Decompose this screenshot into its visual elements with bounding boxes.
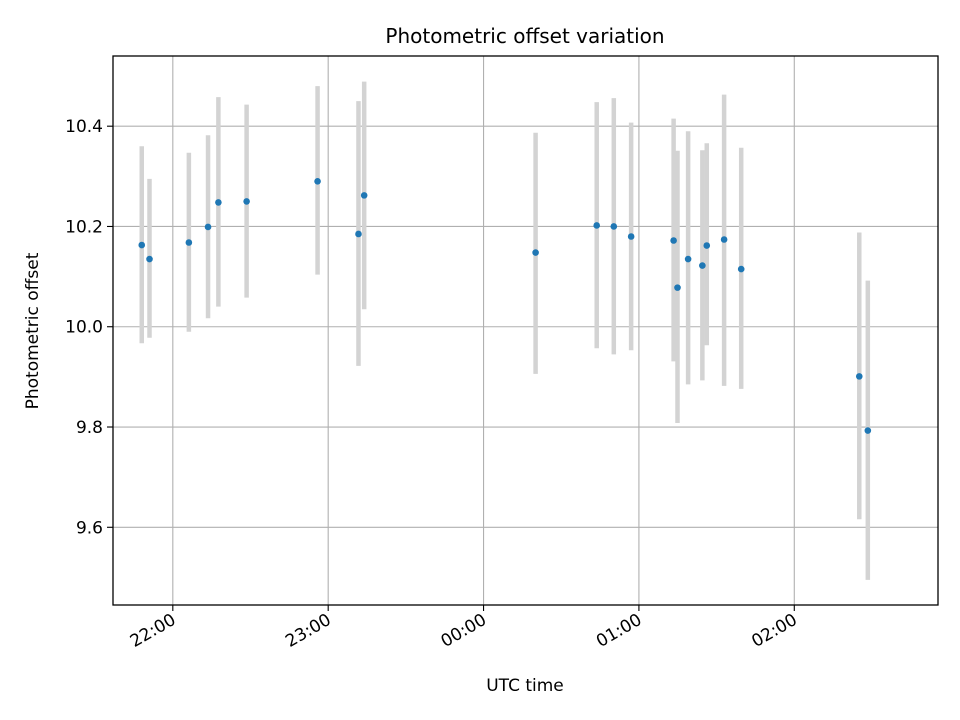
grid-layer — [113, 56, 938, 605]
y-axis: 9.6 9.8 10.0 10.2 10.4 — [65, 117, 113, 538]
data-point — [674, 284, 681, 291]
y-tick-label: 9.6 — [76, 518, 103, 538]
data-point — [720, 236, 728, 243]
data-point — [737, 265, 745, 273]
y-tick-label: 9.8 — [76, 418, 103, 438]
y-tick-label: 10.2 — [65, 217, 103, 237]
data-point — [684, 255, 692, 263]
data-point — [532, 249, 539, 256]
data-point — [360, 192, 368, 199]
data-point — [355, 230, 362, 238]
data-point — [243, 198, 250, 205]
data-point — [855, 373, 863, 380]
data-point — [864, 427, 872, 434]
point-layer — [138, 178, 872, 434]
data-point — [215, 199, 222, 206]
plot-frame — [112, 55, 939, 606]
y-tick-label: 10.4 — [65, 117, 103, 137]
y-axis-title: Photometric offset — [23, 252, 43, 409]
data-point — [610, 223, 618, 230]
data-point — [627, 233, 635, 240]
data-point — [146, 255, 153, 263]
data-point — [593, 222, 601, 229]
data-point — [204, 223, 212, 231]
data-point — [670, 237, 677, 244]
data-point — [703, 242, 711, 249]
data-point — [314, 178, 321, 185]
data-point — [699, 262, 706, 269]
y-tick-label: 10.0 — [65, 318, 103, 338]
chart-title: Photometric offset variation — [385, 24, 664, 48]
x-axis-title: UTC time — [486, 676, 564, 696]
data-point — [138, 241, 146, 249]
data-point — [185, 239, 193, 246]
